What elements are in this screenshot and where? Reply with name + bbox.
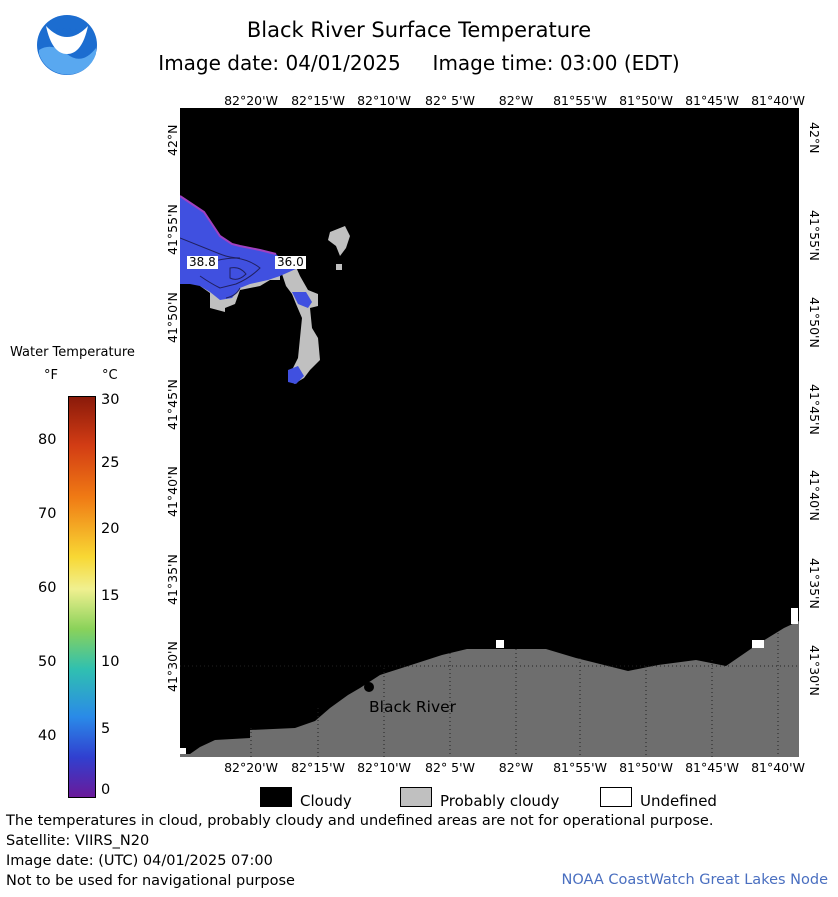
map-panel xyxy=(179,108,799,761)
black-river-marker xyxy=(364,682,374,692)
shoreline xyxy=(179,195,277,255)
scale-tick-f: 80 xyxy=(38,432,57,448)
coastwatch-credit-link[interactable]: NOAA CoastWatch Great Lakes Node xyxy=(561,872,828,888)
scale-tick-f: 40 xyxy=(38,728,57,744)
lon-label-top: 81°50'W xyxy=(619,93,673,108)
lat-label-left: 41°40'N xyxy=(165,466,180,517)
key-label-probably-cloudy: Probably cloudy xyxy=(440,792,560,810)
lat-label-right: 41°35'N xyxy=(807,558,822,609)
scale-tick-c: 10 xyxy=(101,654,120,670)
scale-tick-c: 25 xyxy=(101,455,120,471)
scale-tick-c: 5 xyxy=(101,721,111,737)
contour-label: 38.8 xyxy=(187,255,218,269)
lon-label-bottom: 82°15'W xyxy=(291,760,345,775)
lat-label-left: 41°45'N xyxy=(165,379,180,430)
undefined-patch xyxy=(791,608,798,624)
key-label-cloudy: Cloudy xyxy=(300,792,352,810)
color-scale-bar xyxy=(68,396,96,798)
scale-tick-c: 20 xyxy=(101,521,120,537)
legend-unit-c: °C xyxy=(102,368,118,383)
undefined-patch xyxy=(752,640,764,648)
lake-water xyxy=(288,366,304,384)
map-title: Black River Surface Temperature xyxy=(246,18,592,42)
scale-tick-f: 70 xyxy=(38,506,57,522)
lat-label-right: 41°45'N xyxy=(807,384,822,435)
key-swatch-undefined xyxy=(600,787,632,807)
lat-label-right: 41°40'N xyxy=(807,470,822,521)
legend-unit-f: °F xyxy=(44,368,58,383)
graticule xyxy=(180,633,799,757)
lat-label-left: 41°55'N xyxy=(165,204,180,255)
probably-cloudy-area xyxy=(280,258,320,384)
legend-title: Water Temperature xyxy=(10,345,135,360)
lon-label-bottom: 82°W xyxy=(498,760,534,775)
noaa-logo-icon: NOAA xyxy=(36,14,98,76)
lon-label-top: 82°W xyxy=(498,93,534,108)
scale-tick-f: 50 xyxy=(38,654,57,670)
image-date-time: Image date: 04/01/2025 Image time: 03:00… xyxy=(158,51,680,75)
satellite-text: Satellite: VIIRS_N20 xyxy=(6,833,150,849)
scale-tick-f: 60 xyxy=(38,580,57,596)
lon-label-bottom: 81°55'W xyxy=(553,760,607,775)
land-area xyxy=(180,621,799,757)
lat-label-left: 41°50'N xyxy=(165,292,180,343)
contour-label: 36.0 xyxy=(275,255,306,269)
navigation-note: Not to be used for navigational purpose xyxy=(6,873,295,889)
lon-label-top: 81°45'W xyxy=(685,93,739,108)
probably-cloudy-area xyxy=(336,264,342,270)
undefined-patch xyxy=(180,748,186,754)
lat-label-left: 41°35'N xyxy=(165,554,180,605)
lon-label-bottom: 81°45'W xyxy=(685,760,739,775)
lake-water xyxy=(292,292,312,308)
key-swatch-probably-cloudy xyxy=(400,787,432,807)
lat-label-right: 42°N xyxy=(807,122,822,154)
utc-image-date: Image date: (UTC) 04/01/2025 07:00 xyxy=(6,853,273,869)
lat-label-right: 41°50'N xyxy=(807,297,822,348)
lon-label-top: 81°55'W xyxy=(553,93,607,108)
lon-label-top: 81°40'W xyxy=(751,93,805,108)
cloud-cover xyxy=(180,108,799,757)
lat-label-right: 41°30'N xyxy=(807,645,822,696)
undefined-patch xyxy=(496,640,504,648)
lon-label-bottom: 82°10'W xyxy=(357,760,411,775)
scale-tick-c: 0 xyxy=(101,782,111,798)
key-label-undefined: Undefined xyxy=(640,792,717,810)
lon-label-top: 82°10'W xyxy=(357,93,411,108)
lon-label-top: 82° 5'W xyxy=(425,93,475,108)
lon-label-bottom: 81°40'W xyxy=(751,760,805,775)
lon-label-top: 82°15'W xyxy=(291,93,345,108)
lon-label-bottom: 81°50'W xyxy=(619,760,673,775)
lon-label-bottom: 82° 5'W xyxy=(425,760,475,775)
scale-tick-c: 15 xyxy=(101,588,120,604)
key-swatch-cloudy xyxy=(260,787,292,807)
lat-label-left: 42°N xyxy=(165,124,180,156)
disclaimer-text: The temperatures in cloud, probably clou… xyxy=(6,813,714,829)
lat-label-right: 41°55'N xyxy=(807,210,822,261)
probably-cloudy-area xyxy=(328,226,350,256)
lat-label-left: 41°30'N xyxy=(165,641,180,692)
lon-label-bottom: 82°20'W xyxy=(224,760,278,775)
isotherm-contours xyxy=(179,237,261,299)
place-label-black-river: Black River xyxy=(369,698,457,716)
noaa-logo-text: NOAA xyxy=(55,27,79,36)
scale-tick-c: 30 xyxy=(101,392,120,408)
lon-label-top: 82°20'W xyxy=(224,93,278,108)
